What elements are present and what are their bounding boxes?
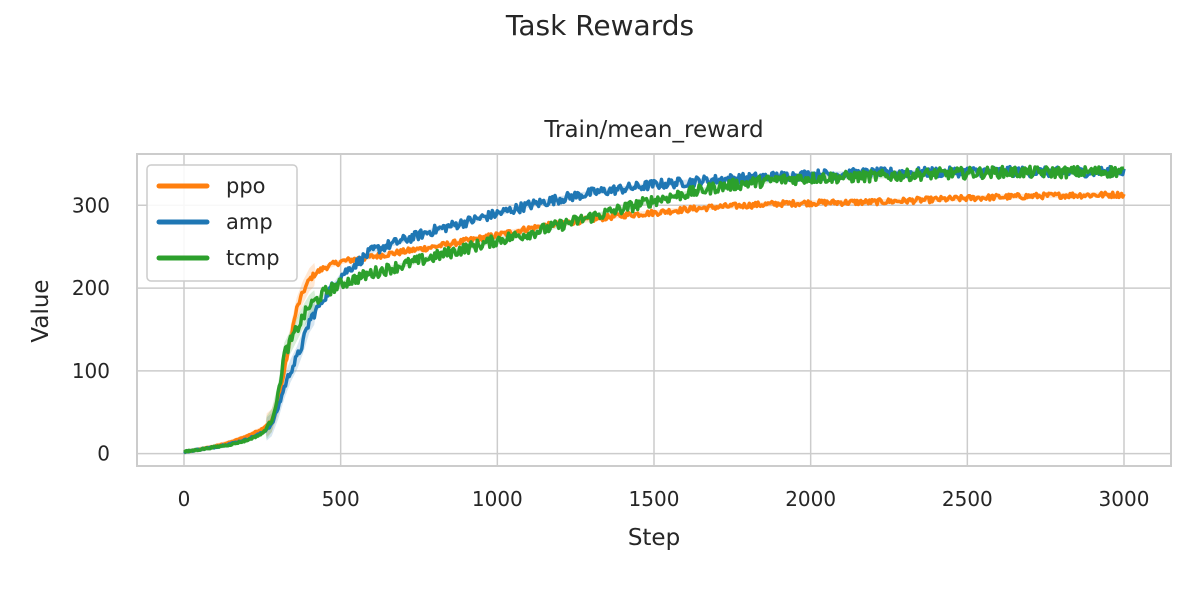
x-tick-label: 500 — [322, 487, 360, 511]
x-tick-label: 1500 — [629, 487, 680, 511]
x-tick-label: 0 — [178, 487, 191, 511]
y-tick-label: 300 — [72, 193, 110, 217]
plot-frame — [136, 153, 1172, 467]
series-line-ppo — [183, 190, 1126, 454]
x-tick-label: 2500 — [942, 487, 993, 511]
legend-frame — [146, 164, 298, 282]
x-tick-label: 3000 — [1099, 487, 1150, 511]
legend-label-tcmp: tcmp — [226, 246, 280, 270]
x-axis-label: Step — [628, 525, 680, 551]
grid — [137, 154, 1171, 466]
legend: ppo amp tcmp — [146, 164, 298, 282]
chart-title: Task Rewards — [505, 9, 694, 42]
series-lines — [183, 164, 1126, 454]
x-tick-label: 2000 — [785, 487, 836, 511]
tick-labels: 0 500 1000 1500 2000 2500 3000 0 100 200 300 — [72, 193, 1150, 511]
series-line-tcmp — [183, 164, 1125, 454]
legend-label-ppo: ppo — [226, 174, 266, 198]
y-tick-label: 0 — [97, 442, 110, 466]
y-axis-label: Value — [28, 279, 54, 342]
y-tick-label: 200 — [72, 276, 110, 300]
chart-subtitle: Train/mean_reward — [543, 117, 763, 143]
legend-label-amp: amp — [226, 210, 273, 234]
x-tick-label: 1000 — [472, 487, 523, 511]
y-tick-label: 100 — [72, 359, 110, 383]
